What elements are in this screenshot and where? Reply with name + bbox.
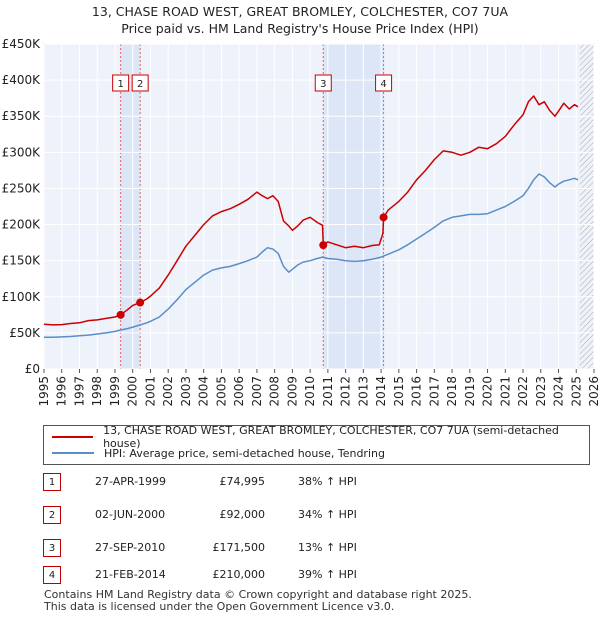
x-tick-label: 2020 <box>481 376 495 407</box>
sale-label-box <box>314 74 332 92</box>
x-tick-label: 2015 <box>392 376 406 407</box>
chart-title-line1: 13, CHASE ROAD WEST, GREAT BROMLEY, COLC… <box>91 4 509 19</box>
sale-hpi-change: 39% ↑ HPI <box>298 568 357 581</box>
y-tick-label: £250K <box>2 181 42 195</box>
legend-item-property: 13, CHASE ROAD WEST, GREAT BROMLEY, COLC… <box>52 424 589 450</box>
price-chart: 1 2 3 4 £0 £50K £100K £150K £200K £250K £300K £350… <box>2 37 600 407</box>
forecast-hatch <box>579 44 594 369</box>
legend: 13, CHASE ROAD WEST, GREAT BROMLEY, COLC… <box>43 424 590 465</box>
sale-price: £210,000 <box>212 568 266 581</box>
x-tick-label: 2018 <box>445 376 459 407</box>
x-tick-label: 2013 <box>356 376 370 407</box>
sale-row: 3 27-SEP-2010 £171,500 13% ↑ HPI <box>43 539 443 559</box>
y-tick-label: £150K <box>2 254 42 268</box>
sale-point <box>136 298 145 307</box>
sale-number-badge: 1 <box>43 473 61 491</box>
legend-label-property: 13, CHASE ROAD WEST, GREAT BROMLEY, COLC… <box>103 424 559 450</box>
sale-label-number: 2 <box>137 79 143 90</box>
footer-attribution: Contains HM Land Registry data © Crown c… <box>44 589 472 613</box>
sale-number-badge: 3 <box>43 539 61 557</box>
x-tick-label: 1997 <box>72 376 86 407</box>
y-tick-label: £450K <box>2 37 42 51</box>
x-tick-label: 2005 <box>214 376 228 407</box>
x-tick-label: 2009 <box>285 376 299 407</box>
x-tick-label: 2010 <box>303 376 317 407</box>
x-tick-label: 2000 <box>126 376 140 407</box>
sale-hpi-change: 13% ↑ HPI <box>298 541 357 554</box>
sale-label-box <box>131 74 149 92</box>
legend-label-hpi: HPI: Average price, semi-detached house,… <box>104 446 385 460</box>
chart-title-line2: Price paid vs. HM Land Registry's House … <box>121 21 479 36</box>
property-series-line <box>43 95 579 326</box>
sale-number-badge: 2 <box>43 506 61 524</box>
x-tick-label: 2016 <box>410 376 424 407</box>
x-tick-label: 2008 <box>268 376 282 407</box>
sale-price: £74,995 <box>219 475 266 488</box>
footer-licence: This data is licensed under the Open Gov… <box>44 600 395 613</box>
x-tick-label: 2003 <box>179 376 193 407</box>
x-tick-label: 1995 <box>37 376 51 407</box>
x-tick-label: 2012 <box>339 376 353 407</box>
x-tick-label: 1999 <box>108 376 122 407</box>
sale-label-box <box>375 74 393 92</box>
ownership-shade <box>120 44 141 369</box>
y-tick-label: £50K <box>9 326 41 340</box>
x-tick-label: 2026 <box>587 376 600 407</box>
x-tick-label: 1996 <box>55 376 69 407</box>
footer-copyright: Contains HM Land Registry data © Crown c… <box>44 588 472 601</box>
x-tick-label: 2001 <box>143 376 157 407</box>
sale-price: £171,500 <box>212 541 266 554</box>
sale-number-badge: 4 <box>43 566 61 584</box>
ownership-shade <box>323 44 384 369</box>
x-tick-label: 2014 <box>374 376 388 407</box>
y-tick-label: £100K <box>2 290 42 304</box>
x-tick-label: 2025 <box>569 376 583 407</box>
sale-date: 27-APR-1999 <box>95 475 167 488</box>
x-tick-label: 2004 <box>197 376 211 407</box>
legend-swatch-property <box>52 436 94 438</box>
legend-item-hpi: HPI: Average price, semi-detached house,… <box>52 445 385 461</box>
sale-label-number: 1 <box>117 79 123 90</box>
x-tick-label: 2006 <box>232 376 246 407</box>
sale-point <box>116 310 125 319</box>
legend-swatch-hpi <box>52 452 94 454</box>
sale-label-number: 3 <box>320 79 326 90</box>
sale-date: 21-FEB-2014 <box>95 568 166 581</box>
sale-label-box <box>112 74 130 92</box>
x-tick-label: 2007 <box>250 376 264 407</box>
x-tick-label: 2002 <box>161 376 175 407</box>
sale-date: 02-JUN-2000 <box>95 508 166 521</box>
y-tick-label: £200K <box>2 218 42 232</box>
y-tick-label: £300K <box>2 145 42 159</box>
sale-row: 1 27-APR-1999 £74,995 38% ↑ HPI <box>43 473 443 493</box>
y-tick-label: £350K <box>2 109 42 123</box>
x-tick-label: 2021 <box>498 376 512 407</box>
x-tick-label: 2019 <box>463 376 477 407</box>
sale-point <box>319 241 328 250</box>
y-tick-label: £400K <box>2 73 42 87</box>
sale-price: £92,000 <box>219 508 266 521</box>
sale-point <box>379 213 388 222</box>
sale-hpi-change: 38% ↑ HPI <box>298 475 357 488</box>
y-tick-label: £0 <box>25 362 40 376</box>
sale-row: 2 02-JUN-2000 £92,000 34% ↑ HPI <box>43 506 443 526</box>
hpi-series-line <box>44 173 579 338</box>
sale-hpi-change: 34% ↑ HPI <box>298 508 357 521</box>
x-tick-label: 2011 <box>321 376 335 407</box>
sale-label-number: 4 <box>380 79 386 90</box>
x-tick-label: 1998 <box>90 376 104 407</box>
x-tick-label: 2024 <box>552 376 566 407</box>
x-tick-label: 2017 <box>427 376 441 407</box>
sale-date: 27-SEP-2010 <box>95 541 166 554</box>
x-tick-label: 2023 <box>534 376 548 407</box>
x-tick-label: 2022 <box>516 376 530 407</box>
sale-row: 4 21-FEB-2014 £210,000 39% ↑ HPI <box>43 566 443 586</box>
